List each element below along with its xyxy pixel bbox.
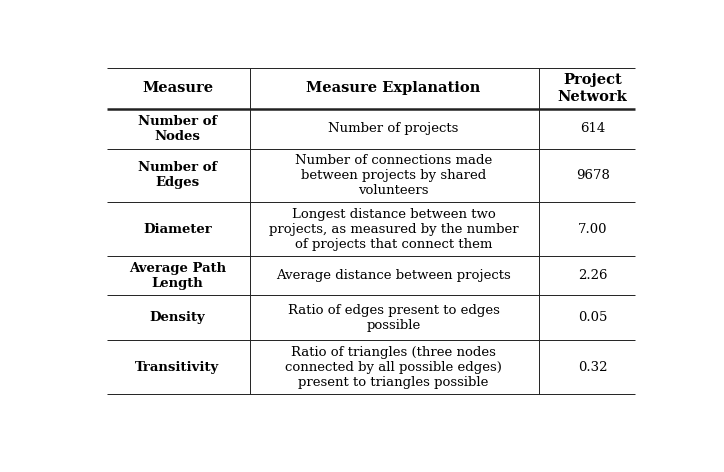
Text: Measure: Measure [142,82,213,95]
Text: Number of
Edges: Number of Edges [138,161,217,189]
Text: 2.26: 2.26 [578,270,607,282]
Text: Ratio of triangles (three nodes
connected by all possible edges)
present to tria: Ratio of triangles (three nodes connecte… [285,346,502,388]
Text: Transitivity: Transitivity [135,361,219,373]
Text: Measure Explanation: Measure Explanation [306,82,481,95]
Text: 7.00: 7.00 [578,223,607,236]
Text: 614: 614 [580,122,605,135]
Text: Average Path
Length: Average Path Length [129,262,226,290]
Text: Density: Density [150,311,206,324]
Text: Diameter: Diameter [143,223,212,236]
Text: 0.32: 0.32 [578,361,607,373]
Text: 0.05: 0.05 [578,311,607,324]
Text: Project
Network: Project Network [557,73,628,103]
Text: 9678: 9678 [576,169,610,182]
Text: Ratio of edges present to edges
possible: Ratio of edges present to edges possible [287,304,500,332]
Text: Number of projects: Number of projects [328,122,459,135]
Text: Longest distance between two
projects, as measured by the number
of projects tha: Longest distance between two projects, a… [269,208,518,251]
Text: Average distance between projects: Average distance between projects [276,270,511,282]
Text: Number of connections made
between projects by shared
volunteers: Number of connections made between proje… [295,154,492,197]
Text: Number of
Nodes: Number of Nodes [138,115,217,143]
